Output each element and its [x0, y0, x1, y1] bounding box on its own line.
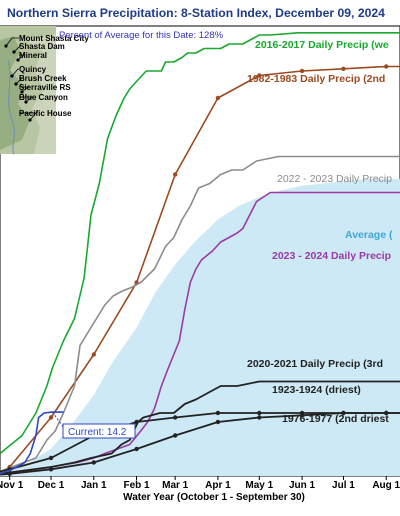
series-line-2023-2024-daily-precip	[0, 191, 400, 475]
station-label: Brush Creek	[19, 74, 67, 83]
station-marker	[4, 44, 8, 48]
x-tick-label: Nov 1	[0, 480, 24, 491]
series-area-average	[0, 179, 400, 476]
point-1982-1983-daily-precip-2nd-wettest	[384, 64, 389, 69]
x-tick-label: Aug 1	[372, 480, 400, 491]
x-tick-label: May 1	[245, 480, 273, 491]
station-leader	[19, 86, 30, 93]
series-label-2020-2021-daily-precip-3rd-driest: 2020-2021 Daily Precip (3rd	[247, 358, 383, 370]
station-marker	[14, 82, 18, 86]
station-marker	[20, 90, 24, 94]
point-1976-1977-2nd-driest	[91, 460, 97, 465]
point-1923-1924-driest	[215, 410, 221, 416]
series-labels: 2016-2017 Daily Precip (we 1982-1983 Dail…	[247, 39, 393, 425]
x-tick-label: Jul 1	[332, 480, 355, 491]
map-terrain-light	[26, 34, 56, 154]
series-line-1982-1983-daily-precip-2nd-wettest	[0, 65, 400, 474]
point-1976-1977-2nd-driest	[173, 433, 178, 438]
x-axis-ticks: Nov 1 Dec 1 Jan 1 Feb 1 Mar 1 Apr 1 May 1 Jun 1…	[0, 476, 400, 491]
series-line-2022-2023-daily-precip	[0, 155, 400, 473]
series-label-1976-1977-2nd-driest: 1976-1977 (2nd driest	[282, 413, 389, 425]
station-leader	[19, 96, 34, 103]
point-1982-1983-daily-precip-2nd-wettest	[215, 95, 221, 101]
point-1976-1977-2nd-driest	[215, 419, 221, 425]
point-1923-1924-driest	[257, 410, 262, 416]
map-terrain	[0, 36, 30, 150]
point-1982-1983-daily-precip-2nd-wettest	[299, 68, 305, 74]
point-1923-1924-driest	[173, 415, 178, 420]
x-tick-label: Jan 1	[81, 480, 107, 491]
station-marker	[24, 100, 28, 104]
point-1982-1983-daily-precip-2nd-wettest	[173, 172, 178, 177]
series-line-2016-2017-daily-precip-wettest	[0, 31, 400, 455]
station-label: Blue Canyon	[19, 93, 68, 102]
point-1976-1977-2nd-driest	[341, 410, 346, 416]
station-label: Mineral	[19, 51, 47, 60]
x-tick-label: Jun 1	[289, 480, 316, 491]
series-label-average: Average (	[345, 229, 393, 241]
chart-title: Northern Sierra Precipitation: 8-Station…	[7, 6, 385, 20]
chart-subtitle: Percent of Average for this Date: 128%	[59, 30, 224, 41]
station-leader	[11, 68, 19, 77]
station-leader	[13, 45, 21, 53]
station-marker	[12, 50, 16, 54]
point-1976-1977-2nd-driest	[48, 467, 54, 472]
station-label: Quincy	[19, 65, 47, 74]
series-label-1982-1983-daily-precip-2nd-wettest: 1982-1983 Daily Precip (2nd	[247, 73, 385, 85]
current-callout-connector	[51, 411, 65, 429]
point-1976-1977-2nd-driest	[257, 415, 262, 420]
series-label-2022-2023-daily-precip: 2022 - 2023 Daily Precip	[277, 173, 392, 185]
series-label-2023-2024-daily-precip: 2023 - 2024 Daily Precip	[272, 250, 391, 262]
point-1923-1924-driest	[134, 419, 139, 425]
station-marker	[28, 118, 32, 122]
station-label: Mount Shasta City	[19, 34, 89, 43]
current-callout-box	[62, 423, 136, 439]
point-1923-1924-driest	[48, 455, 54, 461]
station-leader	[19, 112, 37, 121]
point-1976-1977-2nd-driest	[384, 410, 389, 416]
x-tick-label: Dec 1	[38, 480, 65, 491]
series-label-2016-2017-daily-precip-wettest: 2016-2017 Daily Precip (we	[255, 39, 389, 51]
series-line-1976-1977-2nd-driest	[0, 412, 400, 476]
current-callout-label: Current: 14.2	[68, 427, 127, 438]
average-area-layer	[0, 179, 400, 476]
series-line-2020-2021-daily-precip-3rd-driest	[0, 380, 400, 475]
point-1976-1977-2nd-driest	[299, 413, 305, 418]
series-line-current	[0, 411, 64, 475]
point-1982-1983-daily-precip-2nd-wettest	[91, 352, 97, 357]
x-axis-title: Water Year (October 1 - September 30)	[123, 492, 305, 503]
series-layer	[0, 31, 400, 476]
map-river	[7, 59, 15, 155]
station-label: Pacific House	[19, 109, 72, 118]
station-leader	[15, 77, 23, 85]
series-label-1923-1924-driest: 1923-1924 (driest)	[272, 384, 361, 396]
x-tick-label: Apr 1	[205, 480, 231, 491]
point-1982-1983-daily-precip-2nd-wettest	[48, 415, 54, 420]
station-label: Sierraville RS	[19, 83, 71, 92]
x-tick-label: Feb 1	[123, 480, 150, 491]
station-marker	[16, 58, 20, 62]
point-1976-1977-2nd-driest	[134, 446, 139, 452]
station-marker	[10, 74, 14, 78]
station-leader	[17, 54, 26, 61]
point-1976-1977-2nd-driest	[7, 471, 12, 476]
x-tick-label: Mar 1	[162, 480, 189, 491]
point-1982-1983-daily-precip-2nd-wettest	[341, 66, 346, 72]
point-1982-1983-daily-precip-2nd-wettest	[257, 73, 262, 78]
station-leader	[5, 37, 19, 47]
current-callout: Current: 14.2	[62, 423, 136, 439]
station-label: Shasta Dam	[19, 42, 65, 51]
